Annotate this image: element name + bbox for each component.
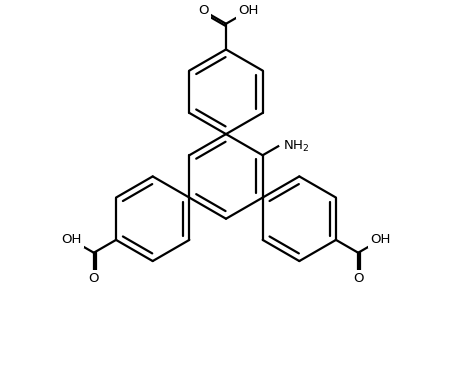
Text: OH: OH — [238, 5, 258, 17]
Text: O: O — [352, 272, 363, 285]
Text: OH: OH — [61, 233, 82, 246]
Text: OH: OH — [369, 233, 390, 246]
Text: O: O — [88, 272, 99, 285]
Text: NH$_2$: NH$_2$ — [283, 139, 309, 154]
Text: O: O — [198, 5, 208, 17]
